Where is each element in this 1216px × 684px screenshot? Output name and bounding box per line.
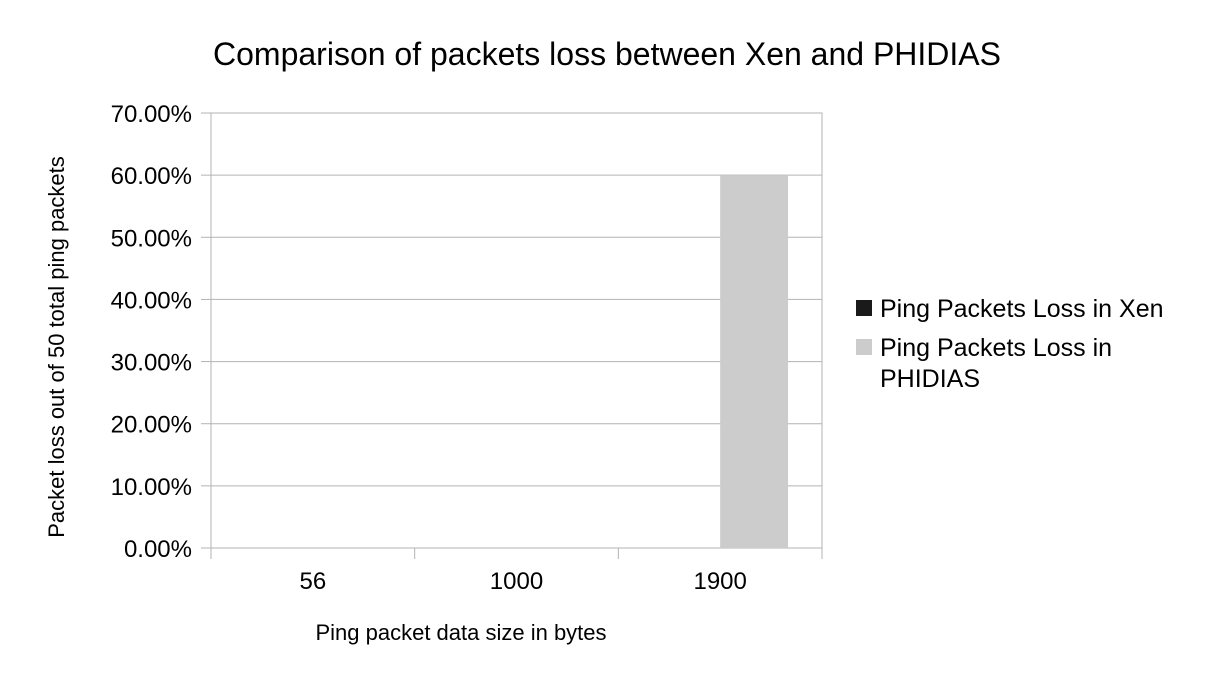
- legend-label: PHIDIAS: [880, 365, 980, 393]
- chart-title: Comparison of packets loss between Xen a…: [213, 36, 1001, 72]
- bar-phidias-1900: [720, 175, 789, 548]
- y-tick-label: 60.00%: [111, 163, 192, 190]
- y-tick-label: 20.00%: [111, 412, 192, 439]
- y-tick-label: 0.00%: [124, 536, 192, 563]
- legend-label: Ping Packets Loss in: [880, 334, 1112, 362]
- legend-swatch: [856, 339, 872, 355]
- bars: [720, 175, 789, 548]
- legend: Ping Packets Loss in Xen Ping Packets Los…: [856, 295, 1164, 393]
- y-axis-title: Packet loss out of 50 total ping packets: [44, 156, 69, 538]
- y-tick-label: 30.00%: [111, 350, 192, 377]
- legend-label: Ping Packets Loss in Xen: [880, 295, 1164, 323]
- y-axis-ticks: 0.00% 10.00% 20.00% 30.00% 40.00% 50.00% 60.00…: [111, 101, 211, 563]
- y-tick-label: 50.00%: [111, 225, 192, 252]
- y-tick-label: 10.00%: [111, 474, 192, 501]
- x-axis-ticks: 56 1000 1900: [210, 548, 823, 595]
- legend-swatch: [856, 300, 872, 316]
- y-tick-label: 70.00%: [111, 101, 192, 128]
- x-tick-label: 1000: [490, 568, 543, 595]
- x-tick-label: 56: [299, 568, 326, 595]
- x-axis-title: Ping packet data size in bytes: [315, 620, 606, 645]
- y-tick-label: 40.00%: [111, 287, 192, 314]
- x-tick-label: 1900: [693, 568, 746, 595]
